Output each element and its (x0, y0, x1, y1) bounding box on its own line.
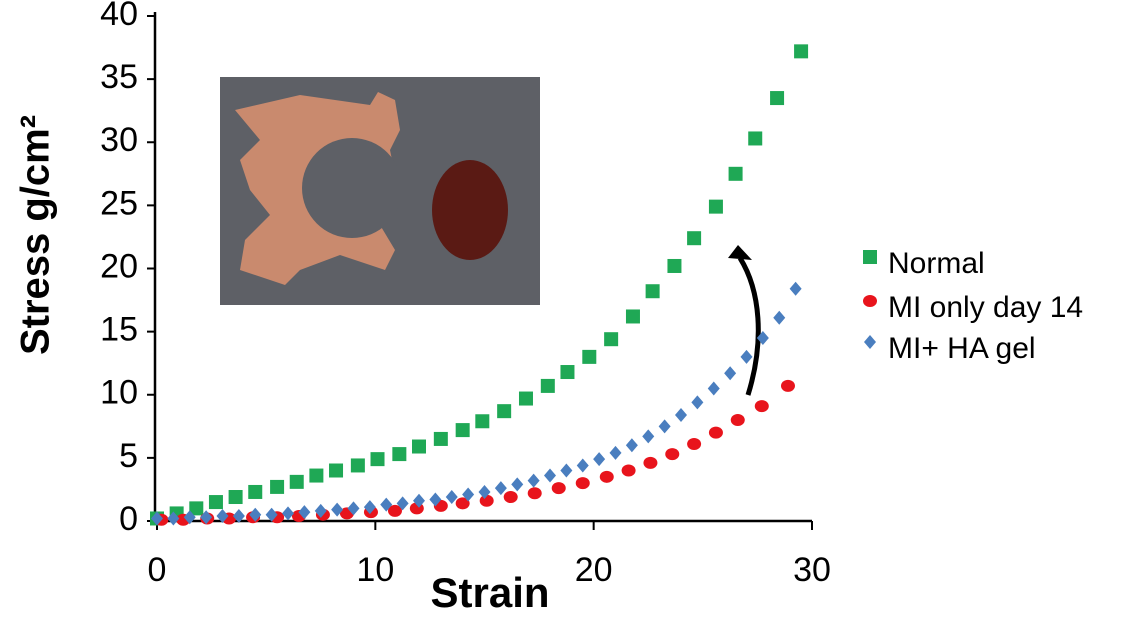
point (270, 480, 284, 494)
y-tick-label: 35 (100, 58, 138, 96)
point (741, 350, 753, 364)
point (290, 475, 304, 489)
point (577, 458, 589, 472)
legend-marker (863, 250, 877, 264)
point (497, 404, 511, 418)
y-tick-label: 30 (100, 121, 138, 159)
y-tick-label: 25 (100, 184, 138, 222)
point (709, 200, 723, 214)
point (371, 452, 385, 466)
point (794, 44, 808, 58)
point (773, 311, 785, 325)
y-tick-label: 15 (100, 311, 138, 349)
x-tick-label: 20 (575, 551, 613, 589)
point (560, 464, 572, 478)
point (412, 440, 426, 454)
point (582, 350, 596, 364)
y-axis-label: Stress g/cm² (14, 115, 58, 355)
y-tick-label: 5 (119, 437, 138, 475)
point (687, 438, 701, 450)
y-tick-label: 40 (100, 0, 138, 33)
point (687, 231, 701, 245)
point (209, 495, 223, 509)
point (675, 408, 687, 422)
point (604, 332, 618, 346)
point (560, 365, 574, 379)
legend-marker (864, 335, 876, 349)
point (434, 432, 448, 446)
point (724, 366, 736, 380)
arrow (740, 258, 758, 395)
point (665, 448, 679, 460)
point (544, 469, 556, 483)
point (610, 446, 622, 460)
point (708, 381, 720, 395)
point (504, 491, 518, 503)
point (351, 458, 365, 472)
point (691, 395, 703, 409)
point (541, 379, 555, 393)
point (729, 167, 743, 181)
y-tick-label: 0 (119, 500, 138, 538)
point (622, 465, 636, 477)
point (643, 457, 657, 469)
legend-label: MI only day 14 (888, 291, 1083, 324)
point (229, 490, 243, 504)
arrow-head (728, 245, 752, 260)
point (748, 131, 762, 145)
point (519, 392, 533, 406)
x-axis-label: Strain (430, 569, 549, 616)
point (659, 419, 671, 433)
legend-marker (863, 295, 877, 307)
legend-label: Normal (888, 247, 985, 280)
point (475, 414, 489, 428)
point (329, 464, 343, 478)
point (576, 477, 590, 489)
point (309, 469, 323, 483)
point (248, 485, 262, 499)
point (626, 438, 638, 452)
point (755, 400, 769, 412)
point (770, 91, 784, 105)
point (456, 423, 470, 437)
legend-label: MI+ HA gel (888, 332, 1036, 365)
point (709, 427, 723, 439)
point (600, 471, 614, 483)
point (790, 282, 802, 296)
y-tick-label: 20 (100, 247, 138, 285)
chart: Strain Stress g/cm² 0 5 10 15 20 25 30 35 40 0 10 2… (0, 0, 1127, 620)
point (593, 452, 605, 466)
point (511, 477, 523, 491)
point (626, 309, 640, 323)
y-tick-label: 10 (100, 374, 138, 412)
x-tick-label: 0 (148, 551, 167, 589)
point (528, 487, 542, 499)
photo-inset (220, 77, 540, 305)
x-tick-label: 10 (356, 551, 394, 589)
point (642, 429, 654, 443)
point (528, 474, 540, 488)
point (781, 380, 795, 392)
point (495, 481, 507, 495)
point (552, 482, 566, 494)
point (392, 447, 406, 461)
point (731, 414, 745, 426)
x-tick-label: 30 (793, 551, 831, 589)
point (480, 495, 494, 507)
point (667, 259, 681, 273)
point (646, 284, 660, 298)
